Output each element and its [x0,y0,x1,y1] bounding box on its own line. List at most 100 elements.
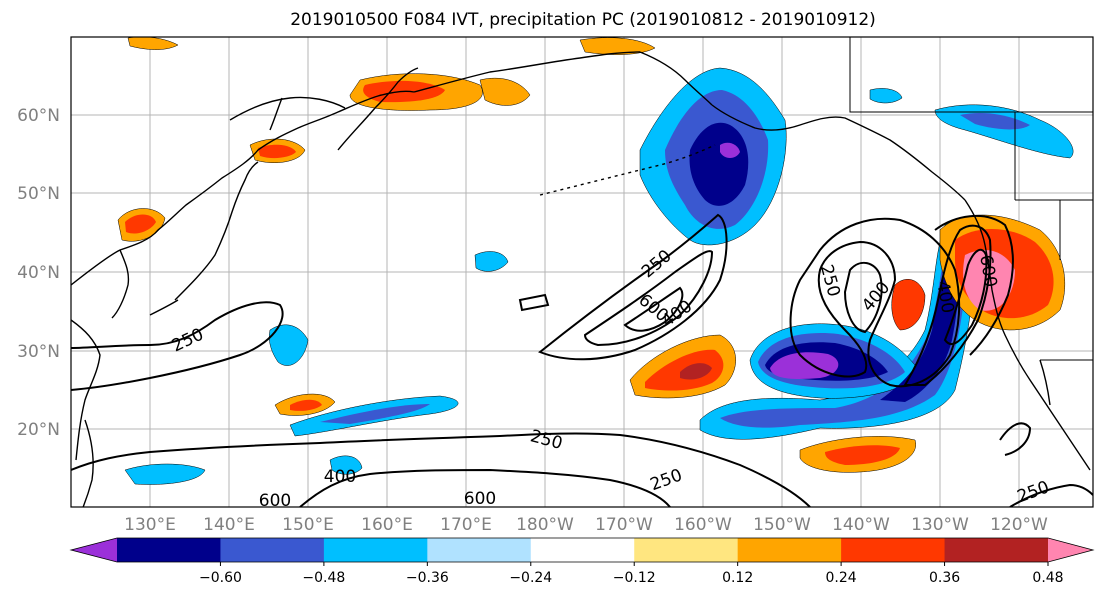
ivt-contours [71,213,1093,507]
border-alaska-canada [849,37,1093,113]
lon-label: 160°W [674,515,732,535]
lat-labels: 60°N 50°N 40°N 30°N 20°N [17,106,60,440]
lat-label: 30°N [17,342,60,362]
contour-600-center [623,286,684,332]
lon-label: 140°W [832,515,890,535]
okhotsk-north [229,96,346,121]
contour-400-east [843,261,883,334]
colorbar-segment [427,538,532,562]
contour-250-far-east [934,214,1014,356]
contour-400-center [583,250,714,347]
gridlines [71,37,1093,507]
lon-label: 170°E [440,515,492,535]
coastlines [71,51,1091,507]
siberia [413,51,641,93]
shade-kamchatka-orange [479,77,531,106]
shade-loop-purple [770,352,839,379]
colorbar-segment [944,538,1049,562]
alaska-west [639,51,713,106]
lon-label: 130°W [911,515,969,535]
sakhalin [269,97,283,131]
shade-korea-red [125,214,156,234]
shade-central-dark [680,363,712,380]
contour-400-coast [903,224,992,386]
contour-250-southeast [999,422,1032,456]
colorbar-segment [117,538,221,562]
shade-wpac-mid [320,404,430,424]
colorbar-tick-label: 0.36 [929,570,960,586]
lon-label: 150°W [753,515,811,535]
lon-labels: 130°E 140°E 150°E 160°E 170°E 180°W 170°… [124,515,1048,535]
colorbar-extend-min [71,538,117,562]
contour-label: 400 [324,467,356,487]
alaska-south [711,104,966,201]
colorbar-extend-max [1048,538,1093,562]
kamchatka [337,67,419,151]
colorbar-segment [634,538,739,562]
aleutians [539,144,716,196]
colorbar [69,537,1095,563]
colorbar-tick-label: −0.60 [199,570,242,586]
border-provinces [1014,112,1061,260]
contour-250-east [789,217,961,388]
colorbar-segment [737,538,842,562]
lon-label: 160°E [361,515,413,535]
colorbar-tick-label: −0.12 [613,570,656,586]
lon-label: 130°E [124,515,176,535]
lon-label: 180°W [516,515,574,535]
colorbar-tick-label: 0.12 [722,570,753,586]
contour-250-west [71,301,284,391]
lon-label: 140°E [203,515,255,535]
map-frame [70,36,1094,508]
shade-southeast-red [825,445,900,465]
shade-manchuria-red [258,144,296,159]
shade-gulf-dark [689,122,749,206]
contour-label: 600 [464,489,496,509]
shade-ne-blue [869,88,903,104]
colorbar-segment [323,538,428,562]
lon-label: 150°E [282,515,334,535]
lat-label: 20°N [17,420,60,440]
shade-gulf-purple [720,142,740,158]
colorbar-tick-label: −0.48 [302,570,345,586]
contour-label: 600 [259,491,291,511]
contour-250-center [538,213,728,361]
colorbar-tick-label: 0.24 [826,570,857,586]
chart-title: 2019010500 F084 IVT, precipitation PC (2… [290,10,876,30]
lon-label: 170°W [595,515,653,535]
baja [1039,359,1051,406]
colorbar-tick-label: 0.48 [1032,570,1063,586]
contour-misc-1 [518,293,550,312]
colorbar-tick-label: −0.24 [509,570,552,586]
korea [111,249,130,319]
lat-label: 40°N [17,263,60,283]
colorbar-segment [841,538,946,562]
colorbar-outline [69,537,1095,563]
shade-sw-blue [124,463,206,485]
japan-south [149,299,179,316]
political-borders [849,37,1093,361]
lat-label: 50°N [17,184,60,204]
shade-canada-mid [960,113,1030,130]
na-coast [964,199,1091,471]
precip-shading [117,37,1074,485]
contour-250-south [71,432,811,507]
shade-nw-blue [269,324,309,366]
contour-400-south [299,468,671,507]
lat-label: 60°N [17,106,60,126]
shade-wpac-red [290,399,322,411]
china-coast [71,319,101,461]
colorbar-segment [530,538,635,562]
shade-coast-offshore [891,279,926,331]
asia-coast [71,90,415,286]
shade-kuril-orange [127,37,179,50]
lon-label: 120°W [990,515,1048,535]
contour-600-coast [943,248,988,345]
japan [174,161,259,301]
shade-n-blue [474,251,509,272]
contour-250-southeast2 [1009,483,1093,507]
colorbar-segment [220,538,325,562]
colorbar-tick-label: −0.36 [406,570,449,586]
philippines [82,419,94,507]
